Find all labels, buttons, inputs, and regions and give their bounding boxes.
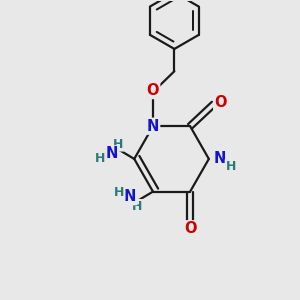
Text: H: H xyxy=(95,152,106,164)
Text: O: O xyxy=(147,83,159,98)
Text: N: N xyxy=(147,119,159,134)
Text: H: H xyxy=(132,200,142,213)
Text: O: O xyxy=(214,95,227,110)
Text: H: H xyxy=(226,160,236,173)
Text: N: N xyxy=(214,152,226,166)
Text: O: O xyxy=(184,221,197,236)
Text: N: N xyxy=(124,189,136,204)
Text: N: N xyxy=(105,146,118,161)
Text: H: H xyxy=(113,138,123,151)
Text: H: H xyxy=(114,186,124,199)
